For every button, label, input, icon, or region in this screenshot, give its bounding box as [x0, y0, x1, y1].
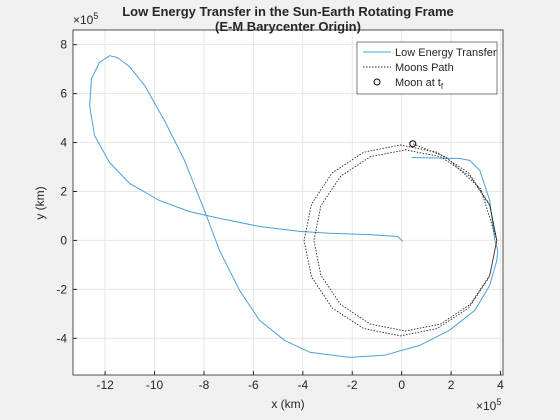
chart-subtitle: (E-M Barycenter Origin) — [215, 19, 361, 34]
x-multiplier: ×105 — [476, 397, 501, 413]
x-multiplier-base: ×10 — [476, 399, 497, 413]
x-tick-label: -4 — [297, 378, 308, 392]
moon-marker — [409, 140, 417, 148]
x-tick-label: -8 — [199, 378, 210, 392]
legend-label-text: Low Energy Transfer — [395, 47, 497, 59]
x-tick-label: -6 — [248, 378, 259, 392]
legend-label-text: Moon at t — [395, 77, 441, 89]
x-tick-label: -2 — [347, 378, 358, 392]
legend-label-text: Moons Path — [395, 62, 454, 74]
y-multiplier-base: ×10 — [73, 13, 94, 27]
axes-box — [72, 29, 504, 376]
y-tick-label: 6 — [60, 87, 67, 101]
y-tick-label: 2 — [60, 184, 67, 198]
legend-label: Moon at tf — [395, 77, 444, 91]
x-axis-label: x (km) — [271, 397, 304, 411]
transfer-line — [89, 55, 499, 358]
y-tick-label: 4 — [60, 136, 67, 150]
x-tick-label: 0 — [398, 378, 405, 392]
x-tick-label: -10 — [146, 378, 164, 392]
moon-path-line — [303, 143, 498, 337]
chart-title: Low Energy Transfer in the Sun-Earth Rot… — [122, 4, 454, 19]
x-tick-label: -12 — [96, 378, 114, 392]
legend-label: Moons Path — [395, 62, 454, 74]
y-multiplier: ×105 — [73, 11, 98, 27]
legend-box — [356, 41, 498, 95]
legend-label: Low Energy Transfer — [395, 47, 497, 59]
y-tick-label: -2 — [56, 282, 67, 296]
y-multiplier-power: 5 — [93, 11, 98, 21]
x-tick-label: 2 — [448, 378, 455, 392]
x-tick-label: 4 — [497, 378, 504, 392]
legend-label-subscript: f — [441, 82, 444, 91]
legend-marker — [373, 78, 381, 86]
y-tick-label: 8 — [60, 38, 67, 52]
y-tick-label: 0 — [60, 233, 67, 247]
y-tick-label: -4 — [56, 331, 67, 345]
x-multiplier-power: 5 — [496, 397, 501, 407]
y-axis-label: y (km) — [33, 186, 47, 219]
